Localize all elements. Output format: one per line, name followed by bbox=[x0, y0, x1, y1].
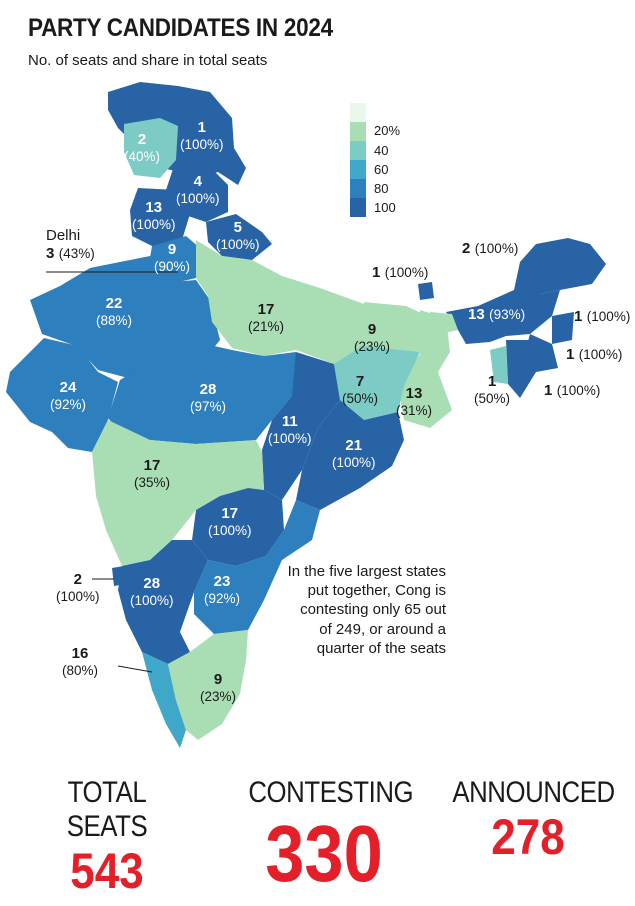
legend-swatch bbox=[350, 198, 366, 217]
region-kerala bbox=[142, 652, 186, 748]
map-label-ladakh: 2 (40%) bbox=[124, 131, 161, 164]
region-odisha bbox=[296, 400, 404, 510]
stat-value: 330 bbox=[265, 809, 383, 898]
map-label-manipur: 1 (100%) bbox=[566, 346, 623, 363]
map-label-delhi: Delhi 3 (43%) bbox=[46, 227, 95, 262]
map-label-mizoram: 1 (100%) bbox=[544, 382, 601, 399]
region-sikkim bbox=[418, 282, 434, 300]
map-label-assam: 13 (93%) bbox=[468, 306, 526, 323]
map-label-punjab: 13 (100%) bbox=[132, 199, 176, 232]
map-label-gujarat: 24 (92%) bbox=[50, 379, 87, 412]
region-telangana bbox=[192, 488, 284, 566]
region-karnataka bbox=[118, 540, 208, 664]
legend-label: 60 bbox=[374, 162, 389, 177]
map-label-tn: 9 (23%) bbox=[200, 671, 237, 704]
legend-label: 100 bbox=[374, 200, 396, 215]
legend-swatch bbox=[350, 179, 366, 198]
map-label-uttarakhand: 5 (100%) bbox=[216, 219, 260, 252]
stat-value: 543 bbox=[70, 843, 144, 899]
legend-swatch bbox=[350, 160, 366, 179]
annotation-note: In the five largest states put together,… bbox=[287, 563, 446, 657]
region-jharkhand bbox=[334, 346, 420, 420]
map-label-ap: 23 (92%) bbox=[204, 573, 241, 606]
region-assam bbox=[446, 290, 560, 344]
map-label-chhattisgarh: 11 (100%) bbox=[268, 413, 312, 446]
stat-label: TOTAL SEATS bbox=[66, 776, 148, 843]
map-label-karnataka: 28 (100%) bbox=[130, 575, 174, 608]
region-mp bbox=[108, 346, 320, 444]
legend-swatch bbox=[350, 103, 366, 122]
stat-label: CONTESTING bbox=[248, 776, 414, 809]
region-arunachal bbox=[514, 238, 606, 296]
region-ladakh bbox=[124, 118, 178, 178]
legend-label: 80 bbox=[374, 181, 389, 196]
kerala-pointer-line bbox=[117, 665, 153, 673]
region-tn bbox=[168, 630, 248, 740]
legend-label: 20% bbox=[374, 123, 401, 138]
legend-swatch bbox=[350, 141, 366, 160]
map-label-arunachal: 2 (100%) bbox=[462, 240, 519, 257]
map-label-bihar: 9 (23%) bbox=[354, 321, 391, 354]
map-label-jk: 1 (100%) bbox=[180, 119, 224, 152]
region-maharashtra bbox=[92, 420, 264, 566]
map-label-telangana: 17 (100%) bbox=[208, 505, 252, 538]
stat-value: 278 bbox=[491, 809, 565, 865]
region-punjab bbox=[130, 188, 190, 248]
region-chhattisgarh bbox=[262, 352, 340, 500]
region-up bbox=[196, 240, 378, 364]
map-label-odisha: 21 (100%) bbox=[332, 437, 376, 470]
map-label-nagaland: 1 (100%) bbox=[574, 308, 631, 325]
region-uttarakhand bbox=[206, 214, 272, 260]
map-label-jharkhand: 7 (50%) bbox=[342, 373, 379, 406]
map-label-rajasthan: 22 (88%) bbox=[96, 295, 133, 328]
map-label-mp: 28 (97%) bbox=[190, 381, 227, 414]
page-subtitle: No. of seats and share in total seats bbox=[28, 52, 268, 69]
region-mizoram bbox=[506, 340, 536, 398]
region-gujarat bbox=[6, 338, 118, 452]
legend-swatch bbox=[350, 122, 366, 141]
map-label-maharashtra: 17 (35%) bbox=[134, 457, 171, 490]
region-tripura bbox=[490, 346, 508, 384]
stat-total-seats: TOTAL SEATS 543 bbox=[22, 776, 192, 896]
stat-contesting: CONTESTING 330 bbox=[236, 776, 414, 898]
map-label-wb: 13 (31%) bbox=[396, 385, 433, 418]
map-label-hp: 4 (100%) bbox=[176, 173, 220, 206]
map-label-goa: 2 (100%) bbox=[56, 571, 100, 604]
stat-announced: ANNOUNCED 278 bbox=[440, 776, 616, 862]
region-nagaland bbox=[552, 312, 574, 344]
stat-label: ANNOUNCED bbox=[452, 776, 615, 809]
map-label-haryana: 9 (90%) bbox=[154, 241, 191, 274]
region-ap bbox=[194, 500, 320, 634]
map-label-kerala: 16 (80%) bbox=[62, 645, 99, 678]
map-label-sikkim: 1 (100%) bbox=[372, 264, 429, 281]
map-label-up: 17 (21%) bbox=[248, 301, 285, 334]
region-wb bbox=[398, 310, 452, 428]
legend-label: 40 bbox=[374, 143, 389, 158]
page-title: PARTY CANDIDATES IN 2024 bbox=[28, 14, 333, 42]
map-label-tripura: 1 (50%) bbox=[474, 373, 511, 406]
region-meghalaya bbox=[428, 312, 458, 334]
